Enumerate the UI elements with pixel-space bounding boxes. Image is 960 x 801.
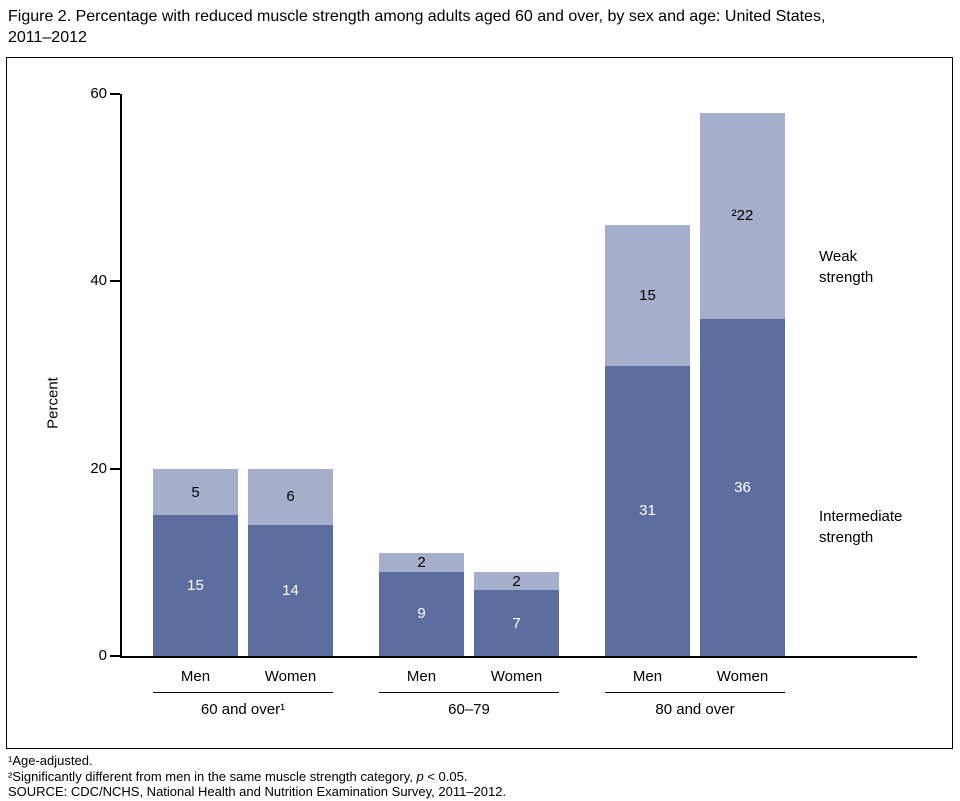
group-underline	[153, 692, 333, 693]
group-label: 60 and over¹	[200, 701, 286, 718]
y-tick-label: 60	[90, 85, 107, 102]
bar-segment-weak-strength: ²22	[700, 112, 785, 319]
bar-segment-weak-strength: 5	[153, 468, 238, 516]
footnotes: ¹Age-adjusted. ²Significantly different …	[8, 753, 506, 800]
figure-title-line1: Figure 2. Percentage with reduced muscle…	[8, 8, 826, 25]
x-axis-label-men: Men	[632, 668, 663, 685]
y-axis-title: Percent	[44, 377, 62, 429]
bar-segment-intermediate-strength: 36	[700, 318, 785, 656]
y-tick-label: 20	[90, 459, 107, 477]
group-underline	[379, 692, 559, 693]
group-label: 60–79	[448, 701, 490, 718]
x-axis-label-women: Women	[264, 668, 317, 685]
footnote-1: ¹Age-adjusted.	[8, 753, 93, 768]
bar-segment-intermediate-strength: 14	[248, 524, 333, 656]
bar-segment-weak-strength: 15	[605, 225, 690, 366]
y-tick-label: 40	[90, 272, 107, 290]
y-tick-mark	[110, 93, 120, 95]
figure-title-line2: 2011–2012	[8, 29, 87, 46]
x-axis-label-men: Men	[406, 668, 437, 685]
bar-segment-intermediate-strength: 31	[605, 365, 690, 656]
bar-men-group1: 5 15	[153, 468, 238, 656]
bar-segment-intermediate-strength: 15	[153, 515, 238, 656]
figure-title: Figure 2. Percentage with reduced muscle…	[8, 6, 948, 48]
y-tick-mark	[110, 655, 120, 657]
bar-segment-weak-strength: 2	[474, 571, 559, 591]
bar-women-group1: 6 14	[248, 468, 333, 656]
x-axis-label-women: Women	[716, 668, 769, 685]
legend-label-intermediate-strength: Intermediate strength	[819, 508, 903, 546]
bar-segment-intermediate-strength: 7	[474, 590, 559, 656]
y-tick-mark	[110, 467, 120, 470]
bar-segment-weak-strength: 6	[248, 468, 333, 525]
group-underline	[605, 692, 785, 693]
bar-men-group3: 15 31	[605, 225, 690, 656]
chart-frame: Percent Weak strength Intermediate stren…	[6, 57, 953, 749]
footnote-source: SOURCE: CDC/NCHS, National Health and Nu…	[8, 784, 507, 799]
y-tick-mark	[110, 280, 120, 283]
x-axis-label-women: Women	[490, 668, 543, 685]
group-label: 80 and over	[655, 701, 735, 718]
bar-segment-intermediate-strength: 9	[379, 571, 464, 656]
x-axis-line	[120, 656, 917, 658]
footnote-2: ²Significantly different from men in the…	[8, 768, 468, 784]
bar-women-group3: ²22 36	[700, 112, 785, 656]
x-axis-label-men: Men	[180, 668, 211, 685]
y-tick-label: 0	[98, 647, 107, 664]
legend-label-weak-strength: Weak strength	[819, 248, 874, 286]
y-axis-line	[120, 94, 122, 656]
bar-segment-weak-strength: 2	[379, 552, 464, 572]
plot-area: Percent Weak strength Intermediate stren…	[7, 58, 952, 748]
